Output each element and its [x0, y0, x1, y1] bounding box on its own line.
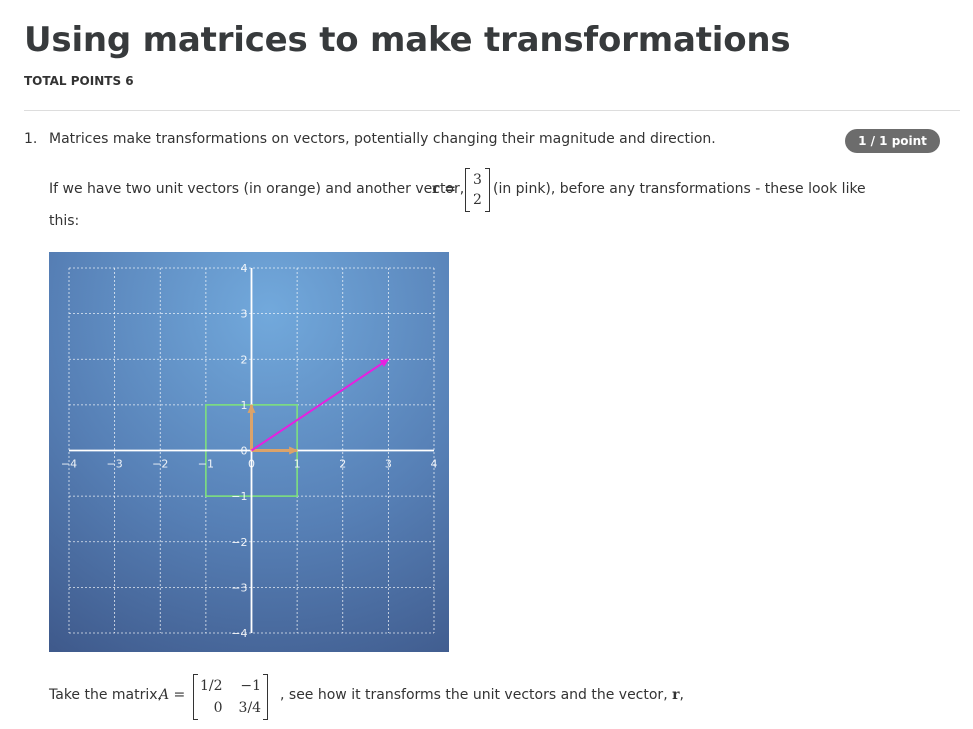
r-equals: r = [432, 181, 456, 197]
total-points: TOTAL POINTS 6 [24, 74, 134, 88]
para1-before: If we have two unit vectors (in orange) … [49, 181, 465, 197]
plot-background [49, 252, 449, 652]
matrix-a-11: 1/2 [200, 678, 223, 694]
y-tick-label: 4 [241, 262, 248, 275]
r-variable-bold: r = [432, 181, 456, 197]
y-tick-label: −1 [231, 490, 247, 503]
x-tick-label: 0 [248, 458, 255, 471]
x-tick-label: 1 [294, 458, 301, 471]
vector-plot: −4 −3 −2 −1 0 1 2 3 4 4 3 2 1 −1 −2 −3 −4 0 [49, 252, 449, 652]
r-variable-bold: r [672, 687, 680, 703]
r-vector-matrix: 3 2 [465, 168, 490, 212]
r-vector-entries: 3 2 [470, 170, 485, 210]
y-tick-label: 2 [241, 353, 248, 366]
r-vector-x: 3 [473, 172, 482, 188]
page-title: Using matrices to make transformations [24, 20, 791, 60]
question-intro: Matrices make transformations on vectors… [49, 131, 716, 147]
a-equals: A = [159, 687, 186, 703]
para1-wrap: this: [49, 213, 80, 229]
para2-after-text: , see how it transforms the unit vectors… [280, 687, 668, 703]
x-tick-label: 3 [385, 458, 392, 471]
points-badge: 1 / 1 point [845, 129, 940, 153]
x-tick-label: −3 [107, 458, 123, 471]
y-tick-label: −3 [231, 581, 247, 594]
para1-after: (in pink), before any transformations - … [493, 181, 866, 197]
para2-after: , see how it transforms the unit vectors… [280, 687, 684, 703]
r-vector-y: 2 [473, 192, 482, 208]
matrix-a-22: 3/4 [238, 700, 262, 716]
x-tick-label: 4 [431, 458, 438, 471]
matrix-a-entries: 1/2 −1 0 3/4 [198, 675, 263, 719]
right-bracket [263, 674, 269, 720]
question-number: 1. [24, 131, 38, 147]
y-tick-label: 1 [241, 399, 248, 412]
x-tick-label: −1 [198, 458, 214, 471]
y-tick-label: −2 [231, 536, 247, 549]
matrix-a-21: 0 [213, 700, 223, 716]
ticks-layer: −4 −3 −2 −1 0 1 2 3 4 4 3 2 1 −1 −2 −3 −4 0 [61, 262, 438, 640]
y-tick-label-zero: 0 [241, 445, 248, 458]
right-bracket [484, 168, 490, 212]
para2-end: , [679, 687, 684, 703]
matrix-a-12: −1 [240, 678, 262, 694]
x-tick-label: 2 [339, 458, 346, 471]
y-tick-label: 3 [241, 308, 248, 321]
left-bracket [465, 168, 470, 212]
x-tick-label: −2 [152, 458, 168, 471]
matrix-a: 1/2 −1 0 3/4 [193, 674, 269, 720]
vector-layer [247, 358, 390, 455]
y-tick-label: −4 [231, 627, 247, 640]
para2-before: Take the matrix, [49, 687, 162, 703]
x-tick-label: −4 [61, 458, 77, 471]
left-bracket [193, 674, 198, 720]
vector-r [250, 358, 390, 452]
divider [24, 110, 960, 111]
